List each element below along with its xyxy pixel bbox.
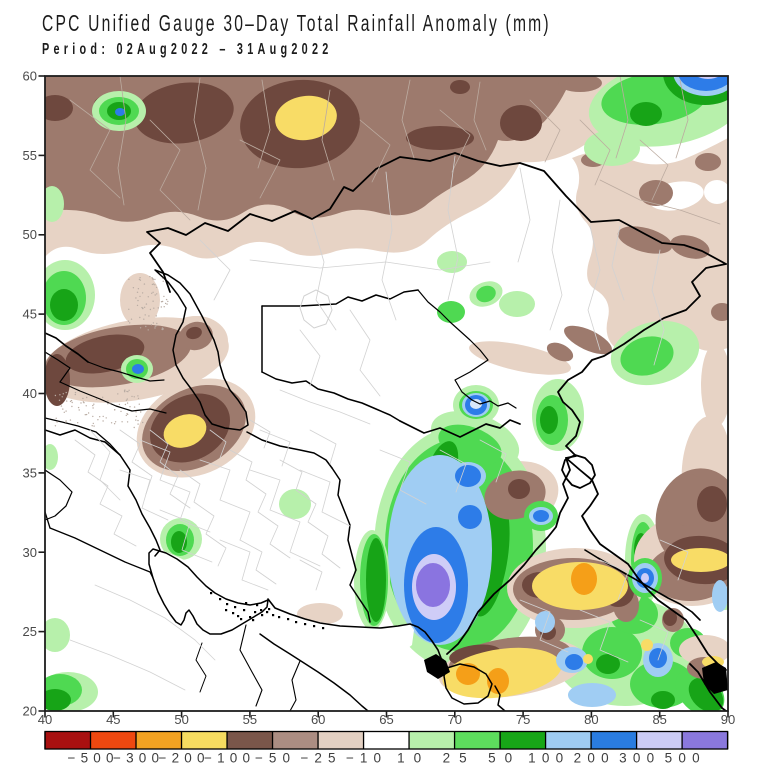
svg-text:50: 50 <box>174 712 188 727</box>
svg-text:35: 35 <box>23 465 37 480</box>
svg-text:65: 65 <box>379 712 393 727</box>
svg-text:20: 20 <box>23 704 37 719</box>
svg-text:Period: 02Aug2022 – 31Aug2022: Period: 02Aug2022 – 31Aug2022 <box>42 40 328 57</box>
svg-text:−500: −500 <box>68 751 114 766</box>
svg-text:45: 45 <box>23 307 37 322</box>
svg-text:CPC Unified Gauge 30–Day Total: CPC Unified Gauge 30–Day Total Rainfall … <box>42 11 549 37</box>
svg-text:−100: −100 <box>204 751 250 766</box>
svg-text:70: 70 <box>448 712 462 727</box>
svg-text:200: 200 <box>574 751 609 766</box>
svg-text:−300: −300 <box>113 751 159 766</box>
svg-text:60: 60 <box>311 712 325 727</box>
svg-text:25: 25 <box>443 751 467 766</box>
svg-text:90: 90 <box>721 712 735 727</box>
svg-text:100: 100 <box>528 751 563 766</box>
svg-text:50: 50 <box>23 227 37 242</box>
svg-text:60: 60 <box>23 69 37 84</box>
svg-text:−200: −200 <box>159 751 205 766</box>
svg-text:50: 50 <box>488 751 512 766</box>
svg-text:300: 300 <box>619 751 654 766</box>
svg-text:80: 80 <box>584 712 598 727</box>
svg-text:30: 30 <box>23 545 37 560</box>
svg-text:−10: −10 <box>346 751 381 766</box>
svg-text:500: 500 <box>665 751 700 766</box>
svg-text:55: 55 <box>23 148 37 163</box>
svg-text:85: 85 <box>652 712 666 727</box>
svg-text:−25: −25 <box>301 751 336 766</box>
svg-text:40: 40 <box>38 712 52 727</box>
svg-text:10: 10 <box>397 751 421 766</box>
svg-text:75: 75 <box>516 712 530 727</box>
svg-text:40: 40 <box>23 386 37 401</box>
svg-text:55: 55 <box>243 712 257 727</box>
svg-text:−50: −50 <box>255 751 290 766</box>
svg-text:25: 25 <box>23 624 37 639</box>
svg-text:45: 45 <box>106 712 120 727</box>
